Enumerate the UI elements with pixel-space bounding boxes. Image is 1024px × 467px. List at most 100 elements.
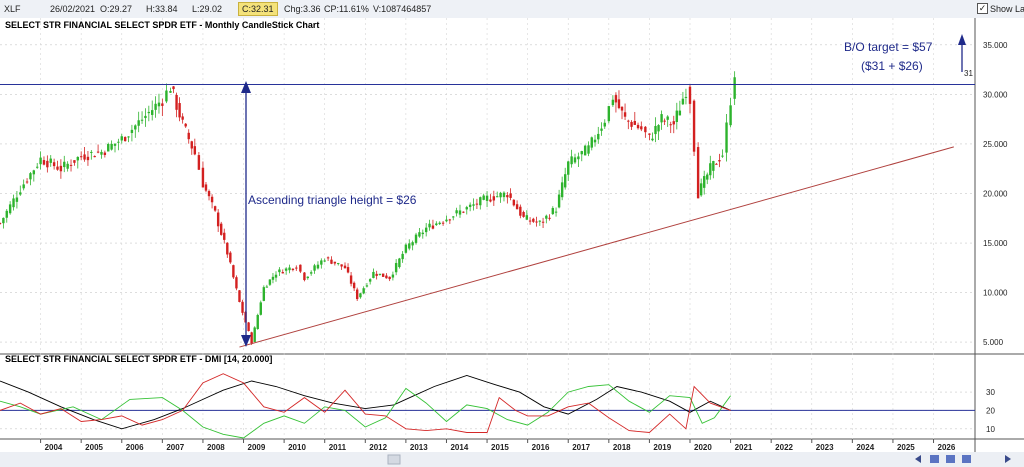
candle-body — [603, 122, 606, 127]
ascending-trendline — [239, 146, 954, 348]
candle-body — [528, 220, 532, 222]
time-tick-label: 2008 — [207, 443, 225, 452]
change-percent: CP:11.61% — [324, 4, 369, 14]
candle-body — [103, 152, 107, 155]
time-tick-label: 2017 — [572, 443, 590, 452]
candle-body — [175, 94, 178, 110]
candle-body — [56, 166, 59, 170]
candle-body — [435, 223, 438, 226]
scroll-right-icon[interactable] — [1005, 455, 1011, 463]
candle-body — [709, 163, 712, 176]
candle-body — [172, 86, 175, 90]
time-tick-label: 2026 — [938, 443, 956, 452]
candle-body — [554, 211, 558, 213]
candle-body — [620, 106, 624, 111]
candle-body — [681, 98, 685, 105]
candle-body — [284, 268, 288, 271]
time-tick-label: 2018 — [613, 443, 631, 452]
candle-body — [333, 261, 337, 264]
candle-body — [408, 243, 411, 249]
grid — [0, 18, 1024, 452]
candle-body — [235, 277, 238, 289]
candle-body — [725, 122, 728, 153]
candle-body — [100, 151, 103, 155]
dmi-tick-label: 10 — [986, 425, 995, 434]
candle-body — [627, 120, 630, 122]
candle-body — [688, 86, 692, 104]
scroll-left-icon[interactable] — [915, 455, 921, 463]
time-tick-label: 2013 — [410, 443, 428, 452]
candle-body — [684, 96, 688, 98]
candle-body — [375, 273, 378, 276]
open-value: O:29.27 — [100, 4, 133, 14]
show-last-checkbox[interactable]: ✓ — [977, 3, 988, 14]
candle-body — [600, 128, 603, 131]
fit-icon[interactable] — [962, 455, 971, 463]
height-arrow-top-icon — [241, 81, 251, 93]
candle-body — [492, 196, 496, 201]
time-tick-label: 2023 — [816, 443, 834, 452]
dmi-chart-title: SELECT STR FINANCIAL SELECT SPDR ETF - D… — [5, 354, 272, 364]
candle-body — [475, 203, 479, 205]
time-tick-label: 2021 — [735, 443, 753, 452]
high-value: H:33.84 — [146, 4, 178, 14]
candle-body — [448, 219, 452, 221]
candle-body — [15, 197, 19, 202]
candle-body — [226, 242, 229, 255]
candle-body — [8, 204, 12, 214]
candle-body — [465, 207, 468, 210]
candle-body — [607, 106, 611, 122]
candle-body — [299, 264, 302, 272]
low-value: L:29.02 — [192, 4, 223, 14]
candle-body — [580, 151, 583, 155]
candle-body — [2, 217, 5, 224]
scroll-thumb[interactable] — [387, 454, 401, 465]
candle-body — [291, 268, 295, 270]
candle-body — [611, 99, 615, 106]
candle-body — [147, 111, 151, 114]
show-last-label[interactable]: Show Last — [990, 4, 1024, 14]
candle-body — [515, 204, 519, 210]
candle-body — [295, 267, 298, 269]
candle-body — [489, 199, 492, 202]
candle-body — [468, 204, 472, 207]
time-tick-label: 2024 — [856, 443, 874, 452]
price-tick-label: 35.000 — [983, 41, 1008, 50]
candle-body — [42, 160, 46, 165]
candle-body — [253, 327, 256, 342]
candle-body — [113, 143, 117, 146]
candle-body — [545, 215, 548, 219]
candle-body — [455, 210, 458, 214]
candle-body — [207, 191, 211, 197]
candle-body — [666, 116, 669, 120]
price-tick-label: 20.000 — [983, 189, 1008, 198]
candle-body — [479, 197, 482, 206]
candle-body — [485, 195, 489, 201]
candle-body — [337, 263, 340, 265]
candle-body — [49, 158, 52, 163]
chart-canvas: 5.000 10.000 15.000 20.000 25.000 30.000 35.00… — [0, 18, 1024, 467]
candle-body — [418, 232, 421, 237]
zoom-out-icon[interactable] — [930, 455, 939, 463]
candle-body — [326, 257, 330, 259]
candle-body — [715, 163, 718, 165]
candle-body — [394, 262, 398, 273]
dmi-tick-label: 20 — [986, 406, 995, 415]
candle-body — [482, 195, 485, 200]
height-arrow-bottom-icon — [241, 335, 251, 347]
candle-body — [137, 120, 140, 126]
overlay-lines — [0, 83, 975, 348]
candle-body — [39, 157, 42, 165]
zoom-in-icon[interactable] — [946, 455, 955, 463]
candle-body — [213, 206, 217, 211]
candle-body — [79, 156, 83, 158]
scrollbar[interactable] — [0, 452, 1024, 467]
candle-body — [663, 120, 666, 122]
candle-body — [288, 267, 291, 271]
time-tick-label: 2016 — [532, 443, 550, 452]
candle-body — [306, 276, 309, 279]
candle-body — [210, 196, 214, 203]
price-tick-label: 25.000 — [983, 140, 1008, 149]
price-axis: 5.000 10.000 15.000 20.000 25.000 30.000 35.00… — [983, 41, 1008, 347]
candle-body — [428, 223, 431, 228]
